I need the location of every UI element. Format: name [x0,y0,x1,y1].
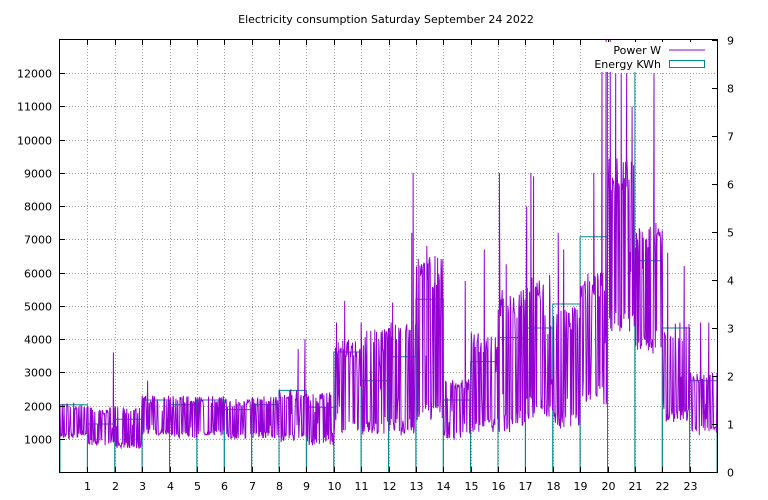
y-axis-left: 1000 2000 3000 4000 5000 6000 7000 8000 9000 1000… [17,68,65,447]
x-tick-label: 3 [139,480,146,493]
y2-tick-label: 4 [727,275,734,288]
y2-tick-label: 0 [727,467,734,480]
power-series [59,39,718,450]
x-tick-label: 7 [249,480,256,493]
x-tick-label: 5 [194,480,201,493]
power-line [59,39,718,450]
x-tick-label: 18 [547,480,561,493]
x-tick-label: 17 [519,480,533,493]
y2-tick-label: 9 [727,35,734,48]
x-tick-label: 15 [465,480,479,493]
x-tick-label: 11 [355,480,369,493]
y2-tick-label: 8 [727,83,734,96]
x-tick-label: 9 [303,480,310,493]
y2-tick-label: 1 [727,419,734,432]
y2-tick-label: 2 [727,371,734,384]
x-tick-label: 1 [84,480,91,493]
y-tick-label: 10000 [17,135,52,148]
x-tick-label: 8 [276,480,283,493]
y-tick-label: 4000 [24,334,52,347]
x-tick-label: 22 [656,480,670,493]
x-tick-label: 14 [437,480,451,493]
y2-tick-label: 3 [727,323,734,336]
x-tick-label: 6 [221,480,228,493]
legend: Power W Energy KWh [594,42,715,72]
y2-tick-label: 7 [727,131,734,144]
x-tick-label: 12 [383,480,397,493]
x-tick-label: 23 [684,480,698,493]
x-tick-label: 10 [328,480,342,493]
x-tick-label: 20 [602,480,616,493]
legend-energy-label: Energy KWh [594,58,661,71]
y-tick-label: 3000 [24,367,52,380]
y-tick-label: 1000 [24,434,52,447]
x-tick-label: 16 [492,480,506,493]
y-tick-label: 9000 [24,168,52,181]
y-tick-label: 12000 [17,68,52,81]
y2-tick-label: 6 [727,179,734,192]
y2-tick-label: 5 [727,227,734,240]
y-tick-label: 7000 [24,234,52,247]
y-axis-right: 0 1 2 3 4 5 6 7 8 9 [712,35,734,480]
x-tick-label: 21 [629,480,643,493]
legend-energy-swatch [669,60,705,68]
plot-frame [59,39,718,473]
x-tick-label: 13 [410,480,424,493]
x-tick-label: 19 [574,480,588,493]
y-tick-label: 6000 [24,268,52,281]
x-tick-label: 4 [167,480,174,493]
y-tick-label: 8000 [24,201,52,214]
legend-power-label: Power W [613,44,661,57]
y-tick-label: 2000 [24,401,52,414]
y-tick-label: 11000 [17,101,52,114]
y-tick-label: 5000 [24,301,52,314]
x-tick-label: 2 [112,480,119,493]
chart-title: Electricity consumption Saturday Septemb… [238,13,534,26]
